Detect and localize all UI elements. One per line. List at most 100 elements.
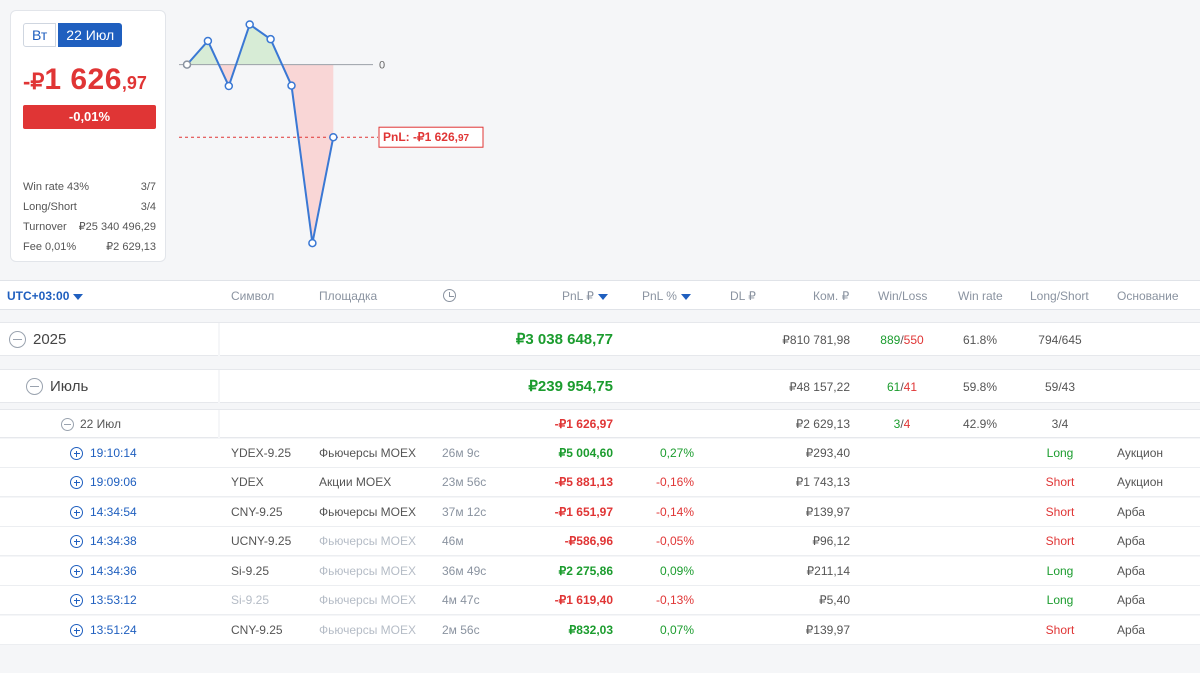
collapse-icon[interactable] (26, 378, 43, 395)
day-group-row[interactable]: 22 Июл -₽1 626,97 ₽2 629,13 3/4 42.9% 3/… (0, 409, 1200, 439)
collapse-icon[interactable] (61, 418, 74, 431)
trade-fee: ₽139,97 (805, 505, 850, 519)
trade-pnl: ₽2 275,86 (558, 564, 613, 578)
month-fee: ₽48 157,22 (788, 380, 850, 394)
stat-label: Turnover (23, 221, 67, 233)
trade-reason: Аукцион (1117, 446, 1163, 460)
col-winloss[interactable]: Win/Loss (878, 289, 928, 303)
stat-label: Long/Short (23, 201, 77, 213)
expand-icon[interactable] (70, 506, 83, 519)
pnl-point (245, 20, 254, 29)
date-button[interactable]: 22 Июл (58, 23, 123, 47)
expand-icon[interactable] (70, 594, 83, 607)
trade-symbol: UCNY-9.25 (231, 534, 292, 548)
trade-row[interactable]: 13:53:12 Si-9.25 Фьючерсы MOEX 4м 47с -₽… (0, 586, 1200, 615)
trade-pnl-pct: 0,09% (659, 564, 694, 578)
trade-symbol: Si-9.25 (231, 593, 270, 607)
col-winrate[interactable]: Win rate (958, 289, 1003, 303)
trade-row[interactable]: 19:10:14 YDEX-9.25 Фьючерсы MOEX 26м 9с … (0, 439, 1200, 468)
trade-duration: 36м 49с (442, 564, 487, 578)
month-group-row[interactable]: Июль ₽239 954,75 ₽48 157,22 61/41 59.8% … (0, 369, 1200, 404)
col-pnl-pct[interactable]: PnL % (642, 281, 691, 311)
col-longshort[interactable]: Long/Short (1030, 289, 1089, 303)
stat-row: Long/Short 3/4 (23, 197, 156, 217)
expand-icon[interactable] (70, 447, 83, 460)
month-label: Июль (50, 378, 89, 395)
pnl-point (182, 60, 192, 69)
trade-reason: Арба (1117, 593, 1145, 607)
year-group-row[interactable]: 2025 ₽3 038 648,77 ₽810 781,98 889/550 6… (0, 322, 1200, 357)
column-divider (218, 410, 220, 439)
trade-pnl-pct: -0,16% (655, 475, 694, 489)
col-symbol[interactable]: Символ (231, 289, 275, 303)
trade-pnl-pct: -0,13% (655, 593, 694, 607)
pnl-currency: -₽ (23, 69, 45, 94)
col-dl[interactable]: DL ₽ (730, 289, 756, 303)
trade-duration: 23м 56с (442, 475, 487, 489)
date-selector: Вт 22 Июл (23, 23, 123, 47)
trade-time: 14:34:54 (90, 505, 137, 519)
timezone-selector[interactable]: UTC+03:00 (7, 281, 84, 311)
trade-venue: Фьючерсы MOEX (319, 534, 417, 548)
trade-duration: 2м 56с (442, 623, 480, 637)
trade-row[interactable]: 14:34:38 UCNY-9.25 Фьючерсы MOEX 46м -₽5… (0, 527, 1200, 556)
col-venue[interactable]: Площадка (319, 289, 378, 303)
expand-icon[interactable] (70, 535, 83, 548)
month-longshort: 59/43 (1044, 380, 1076, 394)
trade-side: Short (1045, 475, 1075, 489)
col-fee[interactable]: Ком. ₽ (813, 289, 850, 303)
sort-down-icon (680, 293, 691, 300)
trade-side: Long (1046, 446, 1074, 460)
stat-value: ₽2 629,13 (106, 241, 156, 253)
stat-value: ₽25 340 496,29 (78, 221, 156, 233)
stat-value: 3/7 (140, 181, 156, 193)
trade-time: 13:53:12 (90, 593, 137, 607)
expand-icon[interactable] (70, 624, 83, 637)
trade-side: Short (1045, 623, 1075, 637)
weekday-button[interactable]: Вт (23, 23, 57, 47)
day-fee: ₽2 629,13 (795, 417, 850, 431)
expand-icon[interactable] (70, 476, 83, 489)
trade-fee: ₽211,14 (806, 564, 850, 578)
table-header: UTC+03:00 Символ Площадка PnL ₽ PnL % DL… (0, 280, 1200, 310)
trade-time: 14:34:36 (90, 564, 137, 578)
day-label: 22 Июл (80, 417, 122, 431)
trade-venue: Фьючерсы MOEX (319, 623, 417, 637)
stat-row: Win rate 43% 3/7 (23, 177, 156, 197)
day-longshort: 3/4 (1051, 417, 1069, 431)
trade-row[interactable]: 19:09:06 YDEX Акции MOEX 23м 56с -₽5 881… (0, 468, 1200, 497)
trade-pnl: -₽1 651,97 (554, 505, 613, 519)
trade-side: Short (1045, 534, 1075, 548)
trade-pnl-pct: -0,05% (655, 534, 694, 548)
col-pnl[interactable]: PnL ₽ (562, 281, 608, 311)
trade-time: 19:09:06 (90, 475, 137, 489)
trade-pnl-pct: 0,07% (659, 623, 694, 637)
trade-venue: Фьючерсы MOEX (319, 446, 417, 460)
collapse-icon[interactable] (9, 331, 26, 348)
col-reason[interactable]: Основание (1117, 289, 1179, 303)
trade-pnl: ₽5 004,60 (558, 446, 613, 460)
trade-fee: ₽293,40 (805, 446, 850, 460)
month-winloss: 61/41 (886, 380, 918, 394)
trade-symbol: Si-9.25 (231, 564, 270, 578)
zero-label: 0 (379, 60, 385, 72)
year-label: 2025 (33, 331, 67, 348)
wins-count: 61 (886, 380, 901, 394)
pnl-point (224, 81, 234, 91)
trade-pnl: -₽5 881,13 (554, 475, 613, 489)
day-summary-card: Вт 22 Июл -₽1 626,97 -0,01% Win rate 43%… (10, 10, 166, 262)
expand-icon[interactable] (70, 565, 83, 578)
positive-area (187, 24, 283, 65)
trade-row[interactable]: 14:34:36 Si-9.25 Фьючерсы MOEX 36м 49с ₽… (0, 557, 1200, 586)
clock-icon[interactable] (443, 289, 456, 302)
trade-pnl: -₽1 619,40 (554, 593, 613, 607)
trade-row[interactable]: 14:34:54 CNY-9.25 Фьючерсы MOEX 37м 12с … (0, 498, 1200, 527)
trade-row[interactable]: 13:51:24 CNY-9.25 Фьючерсы MOEX 2м 56с ₽… (0, 616, 1200, 645)
trade-symbol: YDEX (231, 475, 264, 489)
pnl-percent-badge: -0,01% (23, 105, 156, 129)
day-pnl-value: -₽1 626,97 (23, 63, 147, 97)
trade-reason: Аукцион (1117, 475, 1163, 489)
trade-pnl-pct: -0,14% (655, 505, 694, 519)
intraday-pnl-chart: 0 PnL: -₽1 626,97 (179, 20, 484, 248)
caret-down-icon (73, 293, 84, 300)
